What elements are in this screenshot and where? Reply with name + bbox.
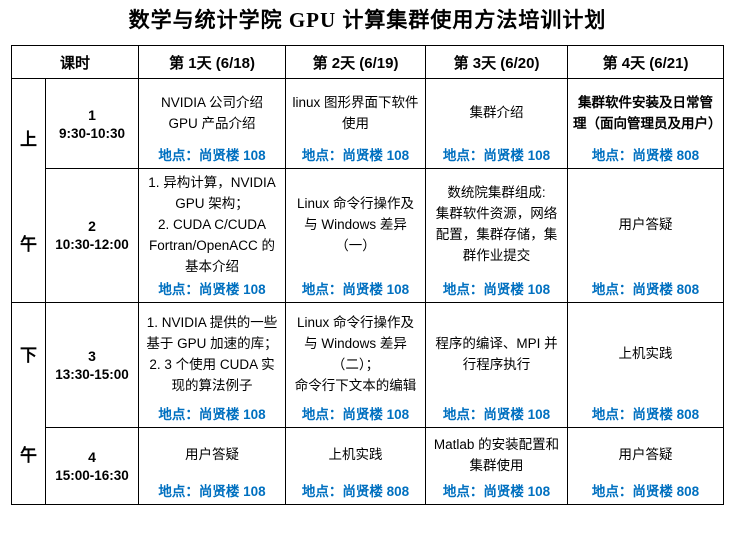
- schedule-cell-r1-d1: NVIDIA 公司介绍 GPU 产品介绍 地点：尚贤楼 108: [138, 78, 287, 169]
- time-of-day-char: 午: [20, 235, 37, 255]
- period-cell-2: 2 10:30-12:00: [44, 168, 140, 303]
- session-location: 地点：尚贤楼 808: [591, 483, 700, 499]
- session-topic: 程序的编译、MPI 并行程序执行: [435, 335, 558, 372]
- period-number: 2: [88, 218, 96, 235]
- table-row: 2 10:30-12:00 1. 异构计算，NVIDIA GPU 架构； 2. …: [12, 168, 725, 303]
- period-time: 13:30-15:00: [55, 366, 129, 382]
- schedule-cell-r1-d2: linux 图形界面下软件使用 地点：尚贤楼 108: [285, 78, 427, 169]
- schedule-cell-r3-d3: 程序的编译、MPI 并行程序执行 地点：尚贤楼 108: [425, 301, 569, 428]
- table-row: 上 午 1 9:30-10:30 NVIDIA 公司介绍 GPU 产品介绍 地点…: [11, 78, 725, 303]
- schedule-table: 课时 第 1天 (6/18) 第 2天 (6/19) 第 3天 (6/20) 第…: [10, 45, 725, 505]
- session-location: 地点：尚贤楼 108: [158, 281, 266, 297]
- session-topic: 集群介绍: [469, 105, 524, 121]
- page-title: 数学与统计学院 GPU 计算集群使用方法培训计划: [128, 8, 607, 32]
- time-of-day-morning: 上 午: [11, 78, 46, 303]
- schedule-cell-r1-d3: 集群介绍 地点：尚贤楼 108: [425, 78, 569, 169]
- session-location: 地点：尚贤楼 108: [158, 406, 266, 422]
- time-of-day-char: 下: [20, 345, 37, 365]
- session-location: 地点：尚贤楼 108: [158, 483, 266, 499]
- time-of-day-char: 上: [20, 130, 37, 150]
- schedule-cell-r2-d2: Linux 命令行操作及与 Windows 差异（一） 地点：尚贤楼 108: [285, 168, 427, 303]
- session-location: 地点：尚贤楼 808: [301, 483, 410, 499]
- session-topic: Linux 命令行操作及与 Windows 差异（一）: [297, 195, 415, 253]
- schedule-cell-r4-d4: 用户答疑 地点：尚贤楼 808: [567, 426, 725, 505]
- period-time: 15:00-16:30: [55, 467, 129, 483]
- schedule-cell-r4-d2: 上机实践 地点：尚贤楼 808: [285, 426, 427, 505]
- table-row: 4 15:00-16:30 用户答疑 地点：尚贤楼 108 上机实践 地点：尚贤…: [12, 426, 725, 505]
- period-cell-1: 1 9:30-10:30: [44, 78, 140, 169]
- period-cell-3: 3 13:30-15:00: [44, 301, 140, 428]
- session-topic: Linux 命令行操作及与 Windows 差异（二）； 命令行下文本的编辑: [294, 314, 417, 393]
- header-day-2: 第 2天 (6/19): [285, 45, 427, 79]
- schedule-cell-r4-d1: 用户答疑 地点：尚贤楼 108: [138, 426, 287, 505]
- schedule-cell-r1-d4: 集群软件安装及日常管理（面向管理员及用户） 地点：尚贤楼 808: [567, 78, 725, 169]
- time-of-day-afternoon: 下 午: [11, 301, 46, 505]
- session-topic: linux 图形界面下软件使用: [292, 94, 419, 131]
- period-time: 10:30-12:00: [55, 237, 129, 253]
- session-topic: 用户答疑: [618, 216, 673, 232]
- session-topic: 集群软件安装及日常管理（面向管理员及用户）: [573, 94, 722, 131]
- schedule-cell-r2-d1: 1. 异构计算，NVIDIA GPU 架构； 2. CUDA C/CUDA Fo…: [138, 168, 287, 303]
- header-day-1: 第 1天 (6/18): [138, 45, 287, 79]
- session-location: 地点：尚贤楼 108: [301, 406, 410, 422]
- period-number: 4: [88, 448, 96, 465]
- session-location: 地点：尚贤楼 108: [158, 148, 266, 163]
- session-location: 地点：尚贤楼 108: [442, 483, 551, 499]
- time-of-day-char: 午: [20, 445, 37, 465]
- session-topic: 数统院集群组成: 集群软件资源，网络配置，集群存储，集群作业提交: [435, 185, 558, 264]
- schedule-cell-r3-d4: 上机实践 地点：尚贤楼 808: [567, 301, 725, 428]
- period-time: 9:30-10:30: [58, 125, 126, 141]
- session-location: 地点：尚贤楼 108: [442, 406, 551, 422]
- session-location: 地点：尚贤楼 108: [442, 148, 551, 163]
- session-location: 地点：尚贤楼 108: [301, 148, 410, 163]
- period-number: 1: [88, 106, 96, 123]
- session-location: 地点：尚贤楼 808: [591, 281, 700, 297]
- period-number: 3: [88, 347, 96, 364]
- schedule-cell-r2-d4: 用户答疑 地点：尚贤楼 808: [567, 168, 725, 303]
- schedule-cell-r3-d1: 1. NVIDIA 提供的一些基于 GPU 加速的库； 2. 3 个使用 CUD…: [138, 301, 287, 428]
- header-row: 课时 第 1天 (6/18) 第 2天 (6/19) 第 3天 (6/20) 第…: [10, 45, 725, 79]
- table-row: 下 午 3 13:30-15:00 1. NVIDIA 提供的一些基于 GPU …: [11, 301, 725, 505]
- schedule-cell-r2-d3: 数统院集群组成: 集群软件资源，网络配置，集群存储，集群作业提交 地点：尚贤楼 …: [425, 168, 569, 303]
- session-location: 地点：尚贤楼 108: [442, 281, 551, 297]
- session-topic: NVIDIA 公司介绍 GPU 产品介绍: [161, 94, 264, 131]
- session-topic: Matlab 的安装配置和集群使用: [433, 436, 560, 473]
- period-cell-4: 4 15:00-16:30: [44, 426, 140, 505]
- session-topic: 上机实践: [618, 346, 673, 362]
- session-location: 地点：尚贤楼 108: [301, 281, 410, 297]
- session-location: 地点：尚贤楼 808: [591, 148, 700, 163]
- header-day-4: 第 4天 (6/21): [567, 45, 725, 79]
- session-location: 地点：尚贤楼 808: [591, 406, 700, 422]
- header-day-3: 第 3天 (6/20): [425, 45, 569, 79]
- header-session: 课时: [10, 45, 140, 79]
- session-topic: 用户答疑: [185, 447, 240, 463]
- session-topic: 用户答疑: [618, 447, 673, 463]
- schedule-cell-r3-d2: Linux 命令行操作及与 Windows 差异（二）； 命令行下文本的编辑 地…: [285, 301, 427, 428]
- schedule-cell-r4-d3: Matlab 的安装配置和集群使用 地点：尚贤楼 108: [425, 426, 569, 505]
- session-topic: 1. NVIDIA 提供的一些基于 GPU 加速的库； 2. 3 个使用 CUD…: [146, 314, 278, 393]
- session-topic: 1. 异构计算，NVIDIA GPU 架构； 2. CUDA C/CUDA Fo…: [148, 175, 276, 274]
- session-topic: 上机实践: [328, 447, 383, 463]
